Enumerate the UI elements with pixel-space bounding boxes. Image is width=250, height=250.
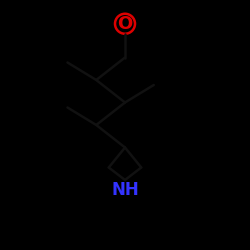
Text: NH: NH: [111, 181, 139, 199]
Text: O: O: [118, 15, 132, 33]
